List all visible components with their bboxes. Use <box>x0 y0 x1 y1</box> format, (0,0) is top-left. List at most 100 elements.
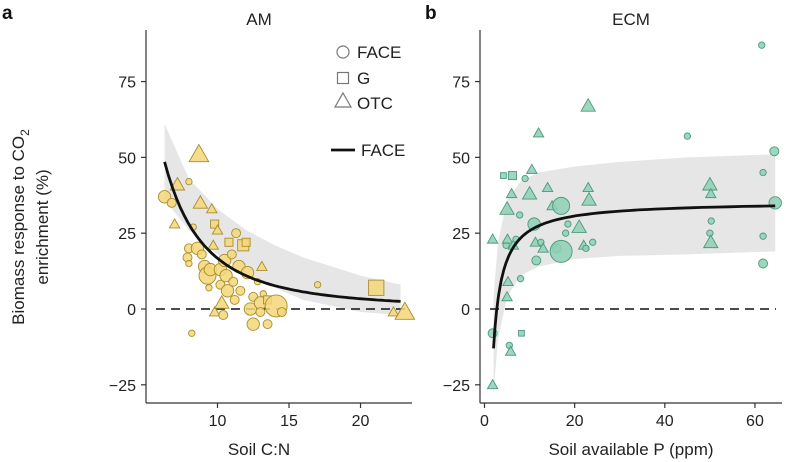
data-point-circle <box>707 217 715 225</box>
data-point-circle <box>228 276 239 287</box>
data-point-circle <box>313 281 322 289</box>
data-point-triangle <box>188 143 210 163</box>
legend-item-face: FACE <box>336 43 401 62</box>
panel-a-points <box>157 143 416 337</box>
data-point-circle <box>758 258 769 269</box>
x-tick-label: 20 <box>566 413 584 430</box>
data-point-circle <box>226 249 237 260</box>
data-point-triangle <box>208 305 221 317</box>
panel-b-confidence-band <box>493 154 776 394</box>
data-point-square <box>224 237 234 247</box>
fit-line-face <box>492 204 776 349</box>
panel-a-axes: −25 0 25 50 75 10 15 20 <box>109 30 412 430</box>
data-point-triangle <box>213 294 230 309</box>
data-point-circle <box>220 284 235 298</box>
y-axis-title-line2: enrichment (%) <box>33 169 52 284</box>
data-point-circle <box>589 238 597 246</box>
data-point-circle <box>759 232 767 240</box>
legend-triangle-icon <box>333 91 353 108</box>
panel-b-title: ECM <box>612 10 650 29</box>
data-point-triangle <box>521 185 538 200</box>
panel-a-title: AM <box>246 10 272 29</box>
legend-item-otc: OTC <box>333 91 393 113</box>
data-point-triangle <box>168 217 181 229</box>
y-tick-label: 0 <box>461 302 470 319</box>
data-point-square <box>368 279 385 296</box>
legend-square-icon <box>336 71 350 85</box>
data-point-circle <box>561 229 570 237</box>
data-point-triangle <box>394 301 416 320</box>
data-point-triangle <box>501 290 513 302</box>
data-point-triangle <box>205 202 218 214</box>
legend-label-g: G <box>357 69 370 88</box>
data-point-triangle <box>501 275 514 287</box>
y-tick-label: 50 <box>452 150 470 167</box>
panel-a-xlabel: Soil C:N <box>228 440 290 459</box>
data-point-circle <box>196 249 207 260</box>
data-point-circle <box>235 285 246 296</box>
data-point-circle <box>582 244 590 252</box>
data-point-triangle <box>207 239 220 250</box>
x-tick-label: 10 <box>209 413 227 430</box>
data-point-circle <box>552 196 571 215</box>
confidence-band <box>164 124 401 316</box>
data-point-triangle <box>702 234 719 249</box>
legend-item-g: G <box>336 69 370 88</box>
data-point-triangle <box>169 176 186 191</box>
ylabel-main: Biomass response to CO <box>9 136 28 325</box>
x-tick-label: 15 <box>280 413 298 430</box>
data-point-triangle <box>499 200 515 215</box>
data-point-triangle <box>486 378 499 390</box>
fit-line-face <box>163 161 401 303</box>
data-point-triangle <box>504 345 517 356</box>
data-point-square <box>507 171 517 181</box>
x-tick-label: 60 <box>746 413 764 430</box>
y-tick-label: 50 <box>118 150 136 167</box>
confidence-band <box>493 154 776 394</box>
legend-label-fit: FACE <box>361 141 405 160</box>
data-point-triangle <box>582 181 595 193</box>
data-point-circle <box>564 220 572 228</box>
data-point-circle <box>255 307 266 317</box>
legend-item-fit: FACE <box>331 141 405 160</box>
data-point-triangle <box>501 233 514 244</box>
y-tick-label: 25 <box>118 226 136 243</box>
data-point-triangle <box>581 191 597 206</box>
data-point-circle <box>185 259 193 268</box>
y-tick-label: 75 <box>118 75 136 92</box>
y-tick-label: 25 <box>452 226 470 243</box>
data-point-square <box>500 172 507 179</box>
data-point-circle <box>759 168 767 177</box>
data-point-circle <box>166 197 177 208</box>
x-tick-label: 20 <box>352 413 370 430</box>
data-point-circle <box>516 275 525 283</box>
data-point-triangle <box>571 219 588 233</box>
data-point-circle <box>531 255 542 266</box>
data-point-circle <box>219 268 233 283</box>
data-point-circle <box>218 310 229 321</box>
data-point-circle <box>262 319 273 330</box>
data-point-circle <box>185 177 193 186</box>
data-point-circle <box>706 229 714 237</box>
legend-circle-icon <box>336 45 350 59</box>
legend: FACE G OTC FACE <box>331 43 405 160</box>
data-point-circle <box>758 41 766 49</box>
panel-b-plot: b ECM −25 0 25 50 75 0 20 40 60 Soil available P… <box>425 3 782 459</box>
data-point-triangle <box>387 305 400 317</box>
data-point-triangle <box>704 187 717 199</box>
y-tick-label: −25 <box>443 378 470 395</box>
data-point-triangle <box>255 260 268 271</box>
data-point-circle <box>683 132 691 140</box>
data-point-circle <box>231 228 242 239</box>
panel-a-letter: a <box>2 3 13 24</box>
data-point-circle <box>205 284 213 292</box>
data-point-triangle <box>192 194 209 209</box>
data-point-circle <box>157 190 172 204</box>
data-point-square <box>210 219 220 229</box>
data-point-circle <box>246 317 260 331</box>
panel-b-points <box>486 41 782 390</box>
data-point-triangle <box>580 97 597 112</box>
data-point-square <box>518 329 525 337</box>
panel-b-fit-line <box>492 204 776 349</box>
